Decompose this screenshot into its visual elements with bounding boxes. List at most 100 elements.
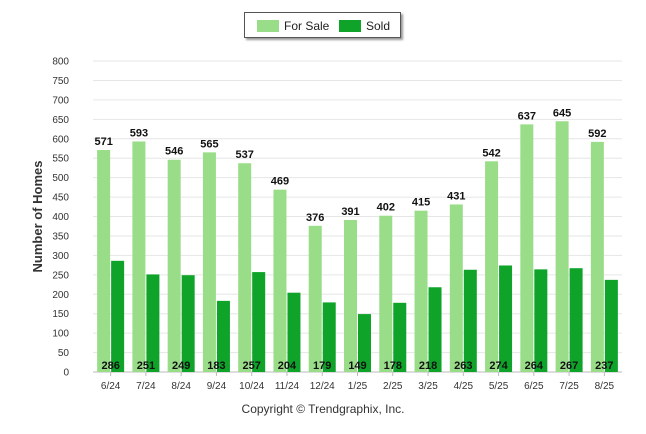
- data-label-for-sale: 593: [130, 127, 148, 139]
- data-label-sold: 179: [313, 360, 331, 372]
- bar-for-sale: [344, 219, 357, 372]
- data-label-for-sale: 637: [518, 110, 536, 122]
- x-tick-label: 10/24: [239, 381, 264, 392]
- bar-sold: [604, 279, 618, 372]
- data-label-sold: 263: [454, 360, 472, 372]
- legend-label-sold: Sold: [366, 19, 391, 33]
- bar-for-sale: [97, 150, 111, 372]
- bar-for-sale: [590, 141, 604, 372]
- y-tick-label: 0: [63, 368, 69, 379]
- y-tick-label: 200: [52, 290, 69, 301]
- data-label-for-sale: 469: [271, 176, 289, 188]
- data-label-sold: 149: [348, 360, 366, 372]
- data-label-sold: 249: [172, 360, 190, 372]
- data-label-sold: 274: [489, 360, 508, 372]
- bar-sold: [393, 302, 407, 372]
- x-tick-label: 1/25: [348, 381, 368, 392]
- x-tick-label: 12/24: [310, 381, 335, 392]
- data-label-sold: 204: [278, 360, 297, 372]
- bar-for-sale: [485, 161, 499, 372]
- bar-sold: [322, 302, 336, 372]
- data-label-for-sale: 415: [412, 197, 430, 209]
- data-label-sold: 178: [384, 360, 402, 372]
- bar-sold: [428, 287, 442, 372]
- y-tick-label: 100: [52, 329, 69, 340]
- bar-sold: [216, 300, 230, 372]
- x-tick-label: 7/25: [559, 381, 579, 392]
- x-tick-label: 2/25: [383, 381, 403, 392]
- bar-for-sale: [167, 159, 181, 372]
- y-tick-label: 150: [52, 309, 69, 320]
- data-label-for-sale: 391: [341, 206, 359, 218]
- legend-label-for-sale: For Sale: [284, 19, 330, 33]
- legend: For Sale Sold: [244, 12, 401, 38]
- data-label-for-sale: 537: [236, 149, 254, 161]
- legend-item-sold[interactable]: Sold: [339, 19, 390, 33]
- x-tick-label: 6/24: [101, 381, 121, 392]
- x-tick-label: 8/24: [171, 381, 191, 392]
- x-tick-label: 7/24: [136, 381, 156, 392]
- bar-sold: [111, 260, 125, 372]
- y-tick-label: 550: [52, 154, 69, 165]
- bar-for-sale: [414, 210, 428, 372]
- data-label-sold: 257: [243, 360, 261, 372]
- data-label-for-sale: 402: [377, 202, 395, 214]
- legend-item-for-sale[interactable]: For Sale: [257, 19, 329, 33]
- y-tick-label: 650: [52, 115, 69, 126]
- y-tick-label: 450: [52, 193, 69, 204]
- bar-sold: [146, 274, 160, 372]
- y-tick-label: 350: [52, 231, 69, 242]
- y-tick-label: 250: [52, 270, 69, 281]
- data-label-for-sale: 645: [553, 107, 571, 119]
- bar-for-sale: [379, 215, 393, 372]
- bar-sold: [358, 314, 371, 372]
- bar-for-sale: [308, 225, 322, 372]
- bar-sold: [287, 292, 301, 372]
- legend-swatch-sold: [339, 20, 361, 32]
- legend-swatch-for-sale: [257, 20, 279, 32]
- bar-sold: [534, 269, 548, 372]
- y-tick-label: 400: [52, 212, 69, 223]
- bar-for-sale: [555, 121, 569, 372]
- x-tick-label: 5/25: [489, 381, 509, 392]
- data-label-for-sale: 431: [447, 190, 465, 202]
- data-label-for-sale: 565: [200, 138, 218, 150]
- data-label-sold: 286: [101, 360, 119, 372]
- x-tick-label: 9/24: [207, 381, 227, 392]
- x-tick-label: 11/24: [275, 381, 300, 392]
- x-tick-label: 6/25: [524, 381, 544, 392]
- bar-sold: [463, 269, 477, 372]
- bar-sold: [499, 265, 513, 372]
- data-label-for-sale: 546: [165, 146, 183, 158]
- bar-for-sale: [449, 204, 463, 372]
- bar-for-sale: [202, 152, 216, 372]
- data-label-sold: 264: [525, 360, 544, 372]
- data-label-sold: 218: [419, 360, 437, 372]
- data-label-sold: 267: [560, 360, 578, 372]
- x-tick-label: 4/25: [454, 381, 474, 392]
- data-label-for-sale: 542: [482, 147, 500, 159]
- y-tick-label: 600: [52, 134, 69, 145]
- bar-for-sale: [132, 141, 146, 372]
- bar-sold: [569, 268, 583, 372]
- x-tick-label: 8/25: [595, 381, 615, 392]
- bar-sold: [252, 272, 266, 372]
- y-tick-label: 700: [52, 95, 69, 106]
- bar-sold: [181, 275, 195, 372]
- bar-for-sale: [238, 163, 252, 372]
- data-label-sold: 183: [207, 360, 225, 372]
- bar-for-sale: [273, 189, 287, 372]
- y-tick-label: 500: [52, 173, 69, 184]
- x-tick-label: 3/25: [418, 381, 438, 392]
- y-axis-title: Number of Homes: [30, 161, 45, 273]
- data-label-sold: 237: [595, 360, 613, 372]
- data-label-for-sale: 592: [588, 128, 606, 140]
- data-label-for-sale: 571: [94, 136, 112, 148]
- y-tick-label: 300: [52, 251, 69, 262]
- copyright-text: Copyright © Trendgraphix, Inc.: [241, 402, 405, 416]
- data-label-sold: 251: [137, 360, 155, 372]
- y-tick-label: 50: [58, 348, 70, 359]
- y-tick-label: 800: [52, 57, 69, 68]
- data-label-for-sale: 376: [306, 212, 324, 224]
